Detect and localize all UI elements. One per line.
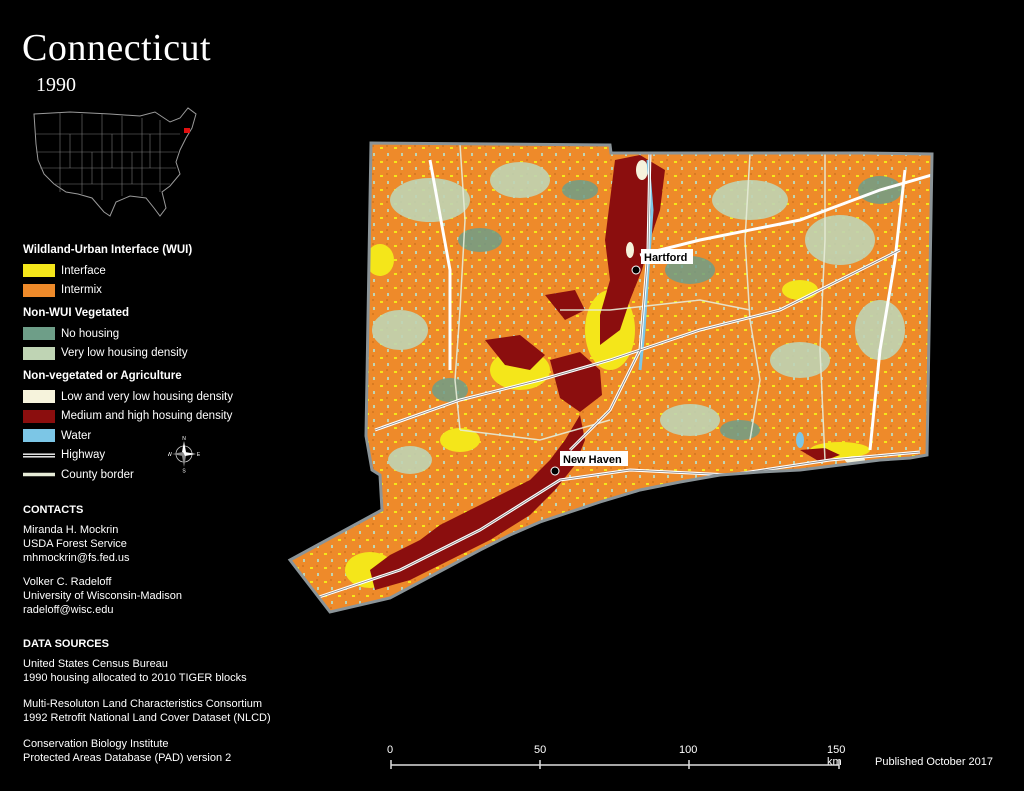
contact-email[interactable]: radeloff@wisc.edu — [23, 604, 114, 616]
svg-text:N: N — [182, 436, 186, 442]
scale-tick-label: 0 — [387, 744, 394, 756]
svg-text:E: E — [197, 452, 200, 458]
scale-bar: 0 50 100 150 km — [385, 744, 855, 774]
map-title: Connecticut — [22, 27, 212, 69]
legend-nonwui-title: Non-WUI Vegetated — [23, 307, 130, 319]
source-line: Multi-Resoluton Land Characteristics Con… — [23, 698, 263, 710]
svg-text:Hartford: Hartford — [644, 252, 687, 264]
city-new-haven: New Haven — [550, 451, 628, 476]
data-sources-title: DATA SOURCES — [23, 638, 109, 650]
high-density-swatch — [23, 409, 55, 423]
svg-text:New Haven: New Haven — [563, 454, 622, 466]
contact-email[interactable]: mhmockrin@fs.fed.us — [23, 552, 130, 564]
legend-item-high-density: Medium and high hosuing density — [23, 407, 343, 427]
svg-text:W: W — [168, 452, 172, 458]
legend-item-no-housing: No housing — [23, 324, 343, 344]
legend-item-intermix: Intermix — [23, 281, 343, 301]
svg-text:S: S — [182, 469, 186, 474]
city-hartford: Hartford — [631, 249, 693, 275]
connecticut-highlight — [184, 128, 190, 133]
contacts-section: CONTACTS Miranda H. Mockrin USDA Forest … — [23, 503, 182, 617]
source-line: 1990 housing allocated to 2010 TIGER blo… — [23, 672, 247, 684]
contact-name: Miranda H. Mockrin — [23, 524, 119, 536]
legend-wui-title: Wildland-Urban Interface (WUI) — [23, 244, 193, 256]
legend-nonveg-title: Non-vegetated or Agriculture — [23, 370, 182, 382]
county-line — [23, 473, 55, 477]
state-outline — [287, 141, 934, 614]
contact-name: Volker C. Radeloff — [23, 576, 112, 588]
connecticut-map: Hartford New Haven — [287, 141, 934, 614]
very-low-swatch — [23, 346, 55, 360]
compass-rose-icon: N S E W — [168, 436, 200, 474]
source-line: United States Census Bureau — [23, 658, 168, 670]
contacts-title: CONTACTS — [23, 504, 84, 516]
contact-org: USDA Forest Service — [23, 538, 127, 550]
legend-item-interface: Interface — [23, 261, 343, 281]
legend-item-county: County border — [23, 465, 343, 485]
source-line: Protected Areas Database (PAD) version 2 — [23, 752, 232, 764]
highway-line — [23, 453, 55, 458]
data-sources-section: DATA SOURCES United States Census Bureau… — [23, 637, 271, 765]
source-line: 1992 Retrofit National Land Cover Datase… — [23, 712, 271, 724]
us-locator-map — [33, 107, 197, 217]
map-year: 1990 — [36, 74, 76, 96]
legend-item-low-density: Low and very low housing density — [23, 387, 343, 407]
source-line: Conservation Biology Institute — [23, 738, 169, 750]
no-housing-swatch — [23, 327, 55, 341]
intermix-swatch — [23, 283, 55, 297]
published-date: Published October 2017 — [875, 756, 994, 768]
contact-org: University of Wisconsin-Madison — [23, 590, 182, 602]
legend-item-very-low: Very low housing density — [23, 344, 343, 364]
legend: Wildland-Urban Interface (WUI) Interface… — [23, 243, 343, 485]
legend-item-water: Water — [23, 426, 343, 446]
legend-item-highway: Highway — [23, 446, 343, 466]
scale-tick-label: 50 — [534, 744, 547, 756]
interface-swatch — [23, 264, 55, 278]
scale-tick-label: 100 — [679, 744, 698, 756]
low-density-swatch — [23, 390, 55, 404]
water-swatch — [23, 429, 55, 443]
